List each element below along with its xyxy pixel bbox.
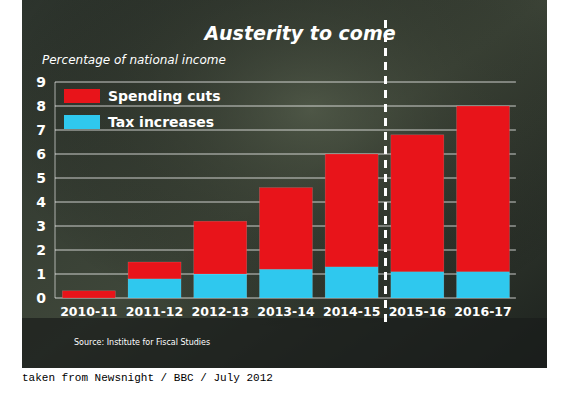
bar-segment [259, 269, 312, 298]
legend: Spending cuts Tax increases [64, 88, 221, 130]
bar-segment [391, 272, 444, 298]
divider [384, 20, 387, 325]
bar-segment [194, 274, 247, 298]
y-tick-label: 4 [36, 194, 46, 210]
y-tick-label: 2 [36, 242, 46, 258]
bar-segment [259, 188, 312, 270]
grid-line [55, 154, 516, 155]
background [22, 0, 547, 368]
y-tick-label: 3 [36, 218, 46, 234]
legend-swatch [64, 115, 100, 129]
legend-label: Tax increases [108, 114, 214, 130]
title: Austerity to come [202, 22, 395, 44]
legend-swatch [64, 89, 100, 103]
y-tick-label: 8 [36, 98, 46, 114]
x-tick-label: 2010-11 [60, 304, 117, 319]
chart: Austerity to come Percentage of national … [0, 0, 571, 394]
y-axis-line [55, 82, 56, 298]
grid-line [55, 178, 516, 179]
x-tick-label: 2015-16 [389, 304, 447, 319]
legend-label: Spending cuts [108, 88, 221, 104]
grid-line [55, 82, 516, 83]
caption: taken from Newsnight / BBC / July 2012 [22, 372, 273, 384]
x-tick-label: 2013-14 [257, 304, 315, 319]
bar-segment [325, 267, 378, 298]
source: Source: Institute for Fiscal Studies [74, 338, 210, 347]
y-axis-label: Percentage of national income [42, 53, 226, 67]
y-tick-label: 6 [36, 146, 46, 162]
grid-line [55, 106, 516, 107]
background-glow [22, 0, 547, 368]
x-tick-label: 2011-12 [126, 304, 183, 319]
floor [22, 318, 547, 368]
y-tick-label: 7 [36, 122, 46, 138]
bar-segment [457, 272, 510, 298]
y-tick-label: 5 [36, 170, 46, 186]
bar-segment [194, 221, 247, 274]
bars [62, 106, 509, 298]
y-tick-label: 1 [36, 266, 46, 282]
bar-segment [62, 291, 115, 298]
x-tick-label: 2012-13 [192, 304, 249, 319]
bar-segment [325, 154, 378, 267]
bar-segment [457, 106, 510, 272]
y-tick-label: 9 [36, 74, 46, 90]
bar-segment [391, 135, 444, 272]
y-tick-label: 0 [36, 290, 46, 306]
bar-segment [128, 262, 181, 279]
x-tick-label: 2014-15 [323, 304, 380, 319]
x-tick-label: 2016-17 [454, 304, 511, 319]
bar-segment [128, 279, 181, 298]
